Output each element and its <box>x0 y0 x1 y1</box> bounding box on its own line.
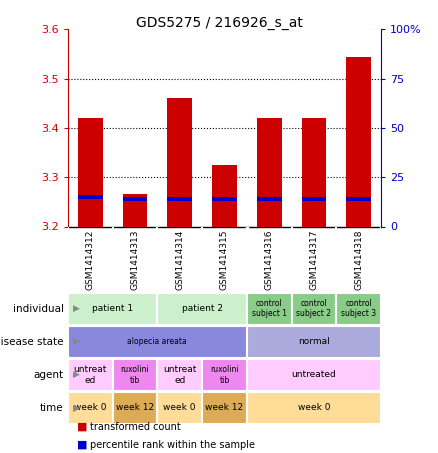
Text: GSM1414314: GSM1414314 <box>175 229 184 289</box>
Text: untreat
ed: untreat ed <box>163 365 196 385</box>
Bar <box>247 293 292 325</box>
Text: ruxolini
tib: ruxolini tib <box>121 365 149 385</box>
Text: week 0: week 0 <box>298 404 330 412</box>
Bar <box>157 293 247 325</box>
Text: week 12: week 12 <box>116 404 154 412</box>
Text: control
subject 2: control subject 2 <box>297 299 332 318</box>
Bar <box>247 326 381 358</box>
Text: disease state: disease state <box>0 337 64 347</box>
Text: ▶: ▶ <box>73 337 80 346</box>
Bar <box>167 197 192 201</box>
Bar <box>157 359 202 391</box>
Text: untreat
ed: untreat ed <box>74 365 107 385</box>
Bar <box>212 197 237 201</box>
Bar <box>113 359 157 391</box>
Text: ruxolini
tib: ruxolini tib <box>210 365 239 385</box>
Bar <box>113 392 157 424</box>
Text: patient 2: patient 2 <box>182 304 223 313</box>
Bar <box>68 359 113 391</box>
Text: patient 1: patient 1 <box>92 304 133 313</box>
Bar <box>302 197 326 201</box>
Text: week 0: week 0 <box>74 404 106 412</box>
Text: GSM1414317: GSM1414317 <box>310 229 318 289</box>
Text: GSM1414316: GSM1414316 <box>265 229 274 289</box>
Bar <box>346 197 371 201</box>
Text: ■: ■ <box>77 440 87 450</box>
Text: alopecia areata: alopecia areata <box>127 337 187 346</box>
Bar <box>78 195 102 199</box>
Text: transformed count: transformed count <box>90 422 180 432</box>
Text: ▶: ▶ <box>73 404 80 412</box>
Text: time: time <box>40 403 64 413</box>
Bar <box>157 392 202 424</box>
Text: individual: individual <box>13 304 64 314</box>
Bar <box>202 359 247 391</box>
Text: GSM1414318: GSM1414318 <box>354 229 363 289</box>
Text: ▶: ▶ <box>73 304 80 313</box>
Text: agent: agent <box>33 370 64 380</box>
Text: control
subject 1: control subject 1 <box>252 299 287 318</box>
Text: normal: normal <box>298 337 330 346</box>
Text: untreated: untreated <box>292 371 336 379</box>
Bar <box>346 57 371 226</box>
Text: ▶: ▶ <box>73 371 80 379</box>
Bar <box>336 293 381 325</box>
Bar <box>257 118 282 226</box>
Bar <box>68 392 113 424</box>
Text: control
subject 3: control subject 3 <box>341 299 376 318</box>
Bar <box>257 197 282 201</box>
Bar <box>202 392 247 424</box>
Text: week 0: week 0 <box>163 404 196 412</box>
Bar <box>247 359 381 391</box>
Bar <box>123 194 147 226</box>
Bar <box>68 326 247 358</box>
Text: GDS5275 / 216926_s_at: GDS5275 / 216926_s_at <box>136 16 302 30</box>
Bar <box>292 293 336 325</box>
Text: GSM1414315: GSM1414315 <box>220 229 229 289</box>
Text: ■: ■ <box>77 422 87 432</box>
Bar <box>167 98 192 226</box>
Text: GSM1414313: GSM1414313 <box>131 229 139 289</box>
Bar <box>302 118 326 226</box>
Bar <box>68 293 157 325</box>
Bar <box>78 118 102 226</box>
Text: GSM1414312: GSM1414312 <box>86 229 95 289</box>
Text: percentile rank within the sample: percentile rank within the sample <box>90 440 255 450</box>
Bar <box>212 165 237 226</box>
Bar <box>247 392 381 424</box>
Text: week 12: week 12 <box>205 404 244 412</box>
Bar <box>123 197 147 201</box>
